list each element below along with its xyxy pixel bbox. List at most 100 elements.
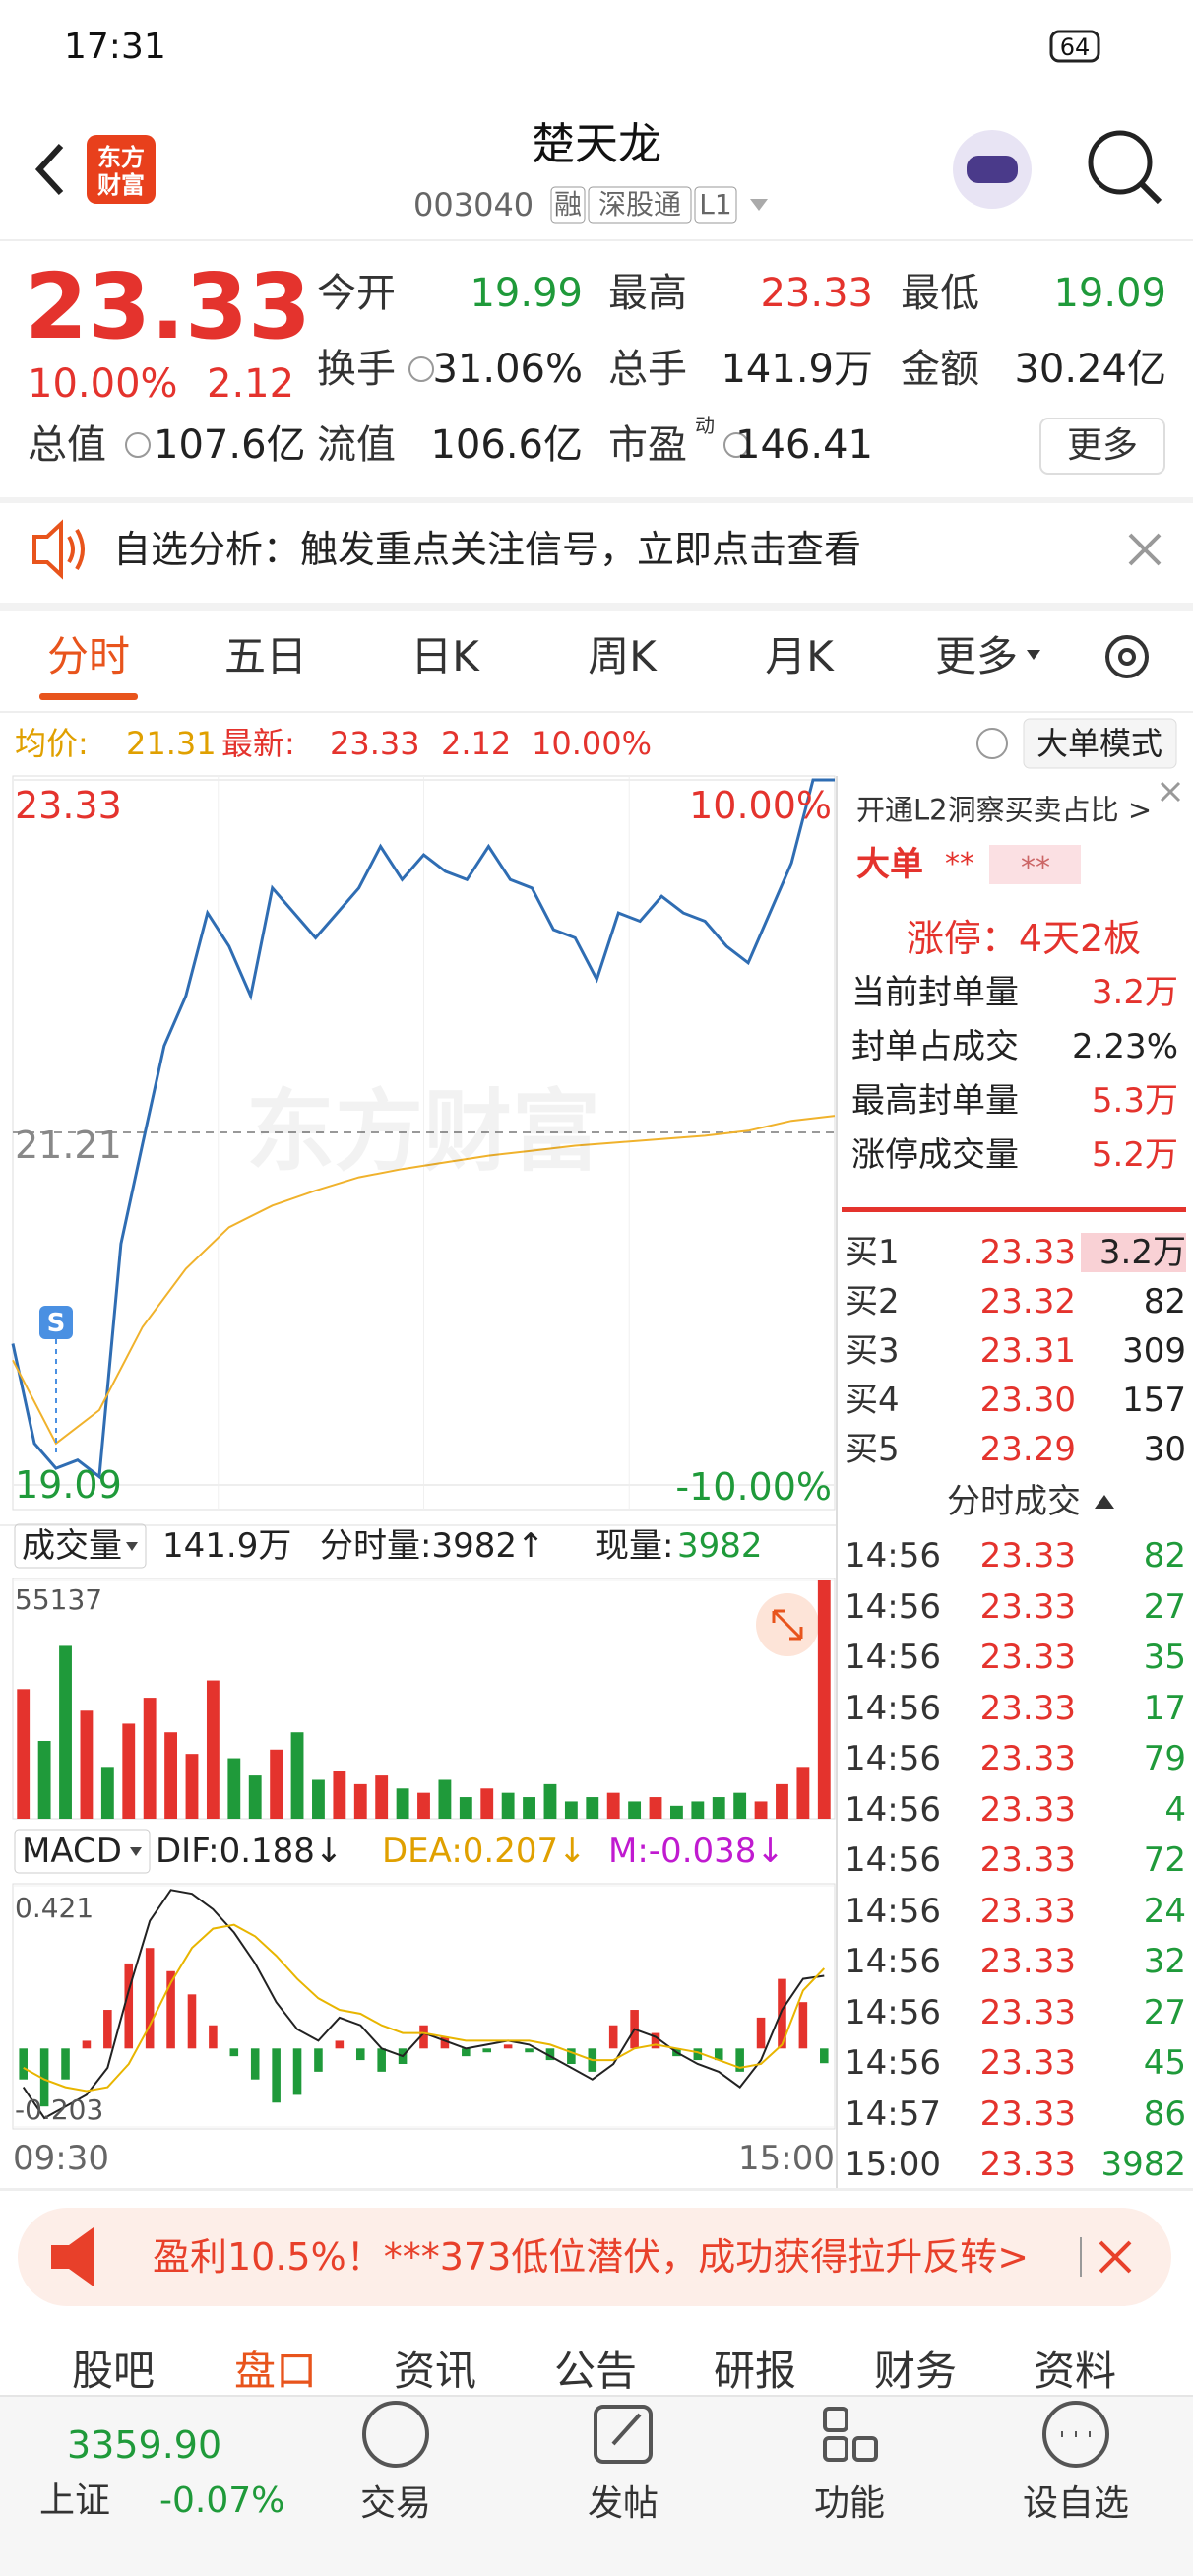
trade-price: 23.33: [979, 1789, 1076, 1830]
nav-item[interactable]: 功能: [813, 2483, 886, 2524]
volume-bar: [628, 1801, 642, 1819]
bid-volume: 309: [1122, 1331, 1186, 1371]
more-button[interactable]: 更多: [1066, 425, 1139, 466]
volume-bar: [333, 1771, 346, 1819]
chart-tab[interactable]: 五日: [223, 632, 308, 680]
divider: [0, 2188, 1193, 2191]
settings-icon[interactable]: [1105, 635, 1149, 678]
field-value: 23.33: [760, 271, 873, 316]
speaker-icon: [67, 528, 85, 571]
mode-button[interactable]: [1023, 718, 1177, 769]
macd-bar: [482, 2048, 492, 2053]
macd-bar: [778, 1978, 786, 2049]
volume-bar: [100, 1767, 114, 1819]
chart-frame: [12, 1883, 836, 2130]
stock-tag: [588, 186, 692, 224]
macd-bar: [608, 2025, 618, 2049]
volume-selector[interactable]: [14, 1523, 147, 1569]
detail-tab[interactable]: 资料: [1033, 2347, 1117, 2395]
chart-tab[interactable]: 日K: [410, 632, 479, 680]
volume-bar: [143, 1698, 157, 1819]
divider: [0, 1524, 837, 1526]
detail-tab[interactable]: 公告: [553, 2347, 638, 2395]
more-button[interactable]: [1039, 418, 1165, 475]
detail-tab[interactable]: 财务: [873, 2347, 958, 2395]
stat-value: 3.2万: [1091, 973, 1178, 1012]
detail-tab[interactable]: 盘口: [233, 2347, 318, 2395]
sort-icon: [1095, 1495, 1114, 1509]
dea-line: [23, 1923, 826, 2093]
battery-icon: [1049, 30, 1100, 63]
volume-bar: [754, 1801, 768, 1819]
trade-time: 14:56: [845, 1638, 941, 1677]
detail-tab[interactable]: 研报: [713, 2347, 797, 2395]
post-icon[interactable]: [594, 2405, 653, 2464]
x-tick-label: 15:00: [738, 2139, 835, 2178]
nav-item[interactable]: 发帖: [587, 2483, 659, 2524]
big-label: 大单: [856, 845, 923, 884]
volume-bar: [375, 1775, 389, 1819]
volume-bar: [523, 1797, 535, 1819]
dif: DIF:0.188↓: [156, 1832, 344, 1871]
volume-bar: [417, 1792, 430, 1819]
trades-title: 分时成交: [947, 1482, 1081, 1521]
y-tick-label: 19.09: [15, 1463, 122, 1507]
close-icon[interactable]: [1099, 2240, 1132, 2274]
volume-bar: [776, 1783, 788, 1819]
macd-bar: [355, 2048, 365, 2061]
divider: [0, 239, 1193, 241]
chart-tab[interactable]: 分时: [46, 632, 131, 680]
big-value: **: [945, 847, 974, 881]
volume-bar: [480, 1788, 494, 1819]
function-icon: [852, 2436, 878, 2462]
pe-sup: 动: [695, 414, 715, 437]
detail-tab[interactable]: 股吧: [71, 2347, 156, 2395]
nav-item[interactable]: 交易: [359, 2483, 432, 2524]
macd-bar: [229, 2048, 239, 2057]
volume-bar: [248, 1775, 262, 1819]
back-icon[interactable]: [34, 143, 64, 196]
macd-bar: [798, 2002, 808, 2049]
side-divider: [842, 1207, 1186, 1212]
close-icon[interactable]: [1128, 533, 1162, 566]
chart-tab[interactable]: 月K: [765, 632, 834, 680]
chart-tab[interactable]: 更多: [934, 632, 1019, 680]
search-icon[interactable]: [1088, 130, 1153, 195]
detail-tab[interactable]: 资讯: [393, 2347, 477, 2395]
stock-tag: [550, 186, 586, 224]
function-icon[interactable]: [823, 2407, 848, 2432]
macd-selector[interactable]: [14, 1829, 151, 1874]
help-icon[interactable]: [976, 728, 1008, 759]
bid-label: 买2: [845, 1282, 900, 1321]
l2-link[interactable]: 开通L2洞察买卖占比 >: [856, 793, 1153, 827]
trade-icon[interactable]: [362, 2401, 429, 2468]
macd-bar: [377, 2048, 386, 2072]
macd-bar: [209, 2025, 218, 2049]
field-value: 31.06%: [432, 347, 583, 392]
macd-bar: [503, 2044, 513, 2049]
trade-volume: 24: [1143, 1891, 1186, 1931]
dropdown-icon: [1027, 650, 1040, 660]
speaker-icon: [32, 519, 63, 580]
nav-item[interactable]: 设自选: [1022, 2483, 1130, 2524]
y-tick-label: -0.203: [15, 2093, 104, 2126]
trade-time: 14:56: [845, 1891, 941, 1931]
y-tick-label: 55137: [15, 1583, 103, 1616]
macd-m: M:-0.038↓: [608, 1832, 785, 1871]
search-icon: [1139, 181, 1162, 205]
close-icon[interactable]: [1160, 781, 1181, 803]
ad-banner[interactable]: [18, 2208, 1171, 2306]
notice[interactable]: 自选分析：触发重点关注信号，立即点击查看: [113, 528, 862, 571]
stat-label: 最高封单量: [851, 1081, 1019, 1121]
chart-tab[interactable]: 周K: [588, 632, 657, 680]
mode-button[interactable]: 大单模式: [1036, 725, 1163, 762]
ad-text[interactable]: 盈利10.5%！***373低位潜伏，成功获得拉升反转>: [153, 2235, 1030, 2279]
watchlist-icon[interactable]: [1042, 2401, 1109, 2468]
trade-time: 14:56: [845, 2043, 941, 2083]
trade-price: 23.33: [979, 1992, 1076, 2032]
volume-bar: [17, 1689, 31, 1819]
macd-bar: [124, 1963, 134, 2049]
macd-bar: [292, 2048, 302, 2095]
last-value: 23.33: [330, 725, 420, 762]
robot-icon: [967, 156, 1018, 183]
